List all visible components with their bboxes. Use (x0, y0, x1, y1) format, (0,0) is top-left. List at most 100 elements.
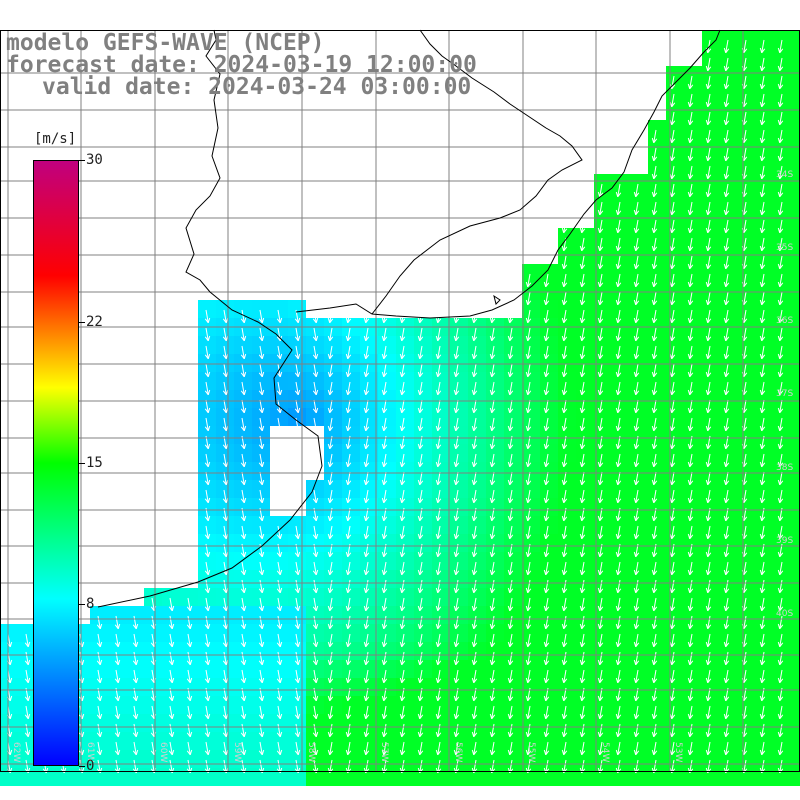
wind-arrow (579, 723, 586, 738)
wind-cell (216, 372, 234, 390)
wind-arrow (759, 417, 766, 432)
wind-cell (612, 570, 630, 588)
wind-arrow (417, 453, 424, 468)
wind-arrow (723, 579, 730, 594)
wind-arrow (345, 741, 352, 756)
wind-arrow (132, 615, 139, 630)
wind-arrow (525, 273, 532, 288)
title-valid-date: valid date: 2024-03-24 03:00:00 (42, 74, 472, 100)
wind-cell (702, 174, 720, 192)
wind-arrow (705, 147, 712, 162)
wind-cell (684, 588, 702, 606)
wind-arrow (489, 669, 496, 684)
wind-arrow (561, 399, 568, 414)
wind-arrow (363, 399, 370, 414)
lat-lon-grid (0, 30, 800, 772)
wind-arrow (294, 561, 301, 576)
wind-cell (450, 516, 468, 534)
wind-arrow (615, 237, 622, 252)
wind-cell (702, 264, 720, 282)
wind-arrow (24, 723, 31, 738)
wind-arrow (561, 741, 568, 756)
wind-cell (612, 426, 630, 444)
colorbar-tick-mark (79, 463, 85, 464)
wind-arrow (453, 327, 460, 342)
wind-arrow (669, 705, 676, 720)
wind-arrow (327, 579, 334, 594)
wind-arrow (186, 759, 193, 774)
wind-arrow (240, 381, 247, 396)
wind-cell (306, 624, 324, 642)
wind-arrow (777, 471, 784, 486)
wind-arrow (777, 399, 784, 414)
wind-arrow (723, 705, 730, 720)
wind-cell (792, 696, 800, 714)
wind-cell (522, 588, 540, 606)
wind-cell (342, 606, 360, 624)
wind-arrow (294, 741, 301, 756)
wind-cell (756, 552, 774, 570)
wind-cell (378, 354, 396, 372)
wind-cell (648, 390, 666, 408)
wind-cell (756, 768, 774, 786)
wind-arrow (276, 669, 283, 684)
wind-cell (486, 336, 504, 354)
wind-cell (450, 588, 468, 606)
wind-arrow (687, 255, 694, 270)
wind-cell (792, 30, 800, 48)
wind-cell (396, 768, 414, 786)
wind-arrow (687, 633, 694, 648)
wind-arrow (705, 561, 712, 576)
wind-arrow (222, 471, 229, 486)
wind-arrow (723, 633, 730, 648)
latitude-label: 37S (776, 389, 793, 399)
wind-cell (720, 66, 738, 84)
wind-cell (504, 678, 522, 696)
wind-arrow (723, 75, 730, 90)
wind-arrow (669, 669, 676, 684)
wind-arrow (777, 129, 784, 144)
wind-arrow (669, 453, 676, 468)
wind-cell (252, 696, 270, 714)
wind-arrow (561, 579, 568, 594)
wind-cell (576, 732, 594, 750)
wind-cell (576, 408, 594, 426)
wind-arrow (651, 471, 658, 486)
wind-arrow (561, 255, 568, 270)
wind-arrow (381, 579, 388, 594)
wind-cell (666, 66, 684, 84)
wind-arrow (471, 723, 478, 738)
wind-arrow (276, 579, 283, 594)
wind-cell (108, 624, 126, 642)
wind-cell (522, 354, 540, 372)
wind-cell (576, 624, 594, 642)
wind-arrows (6, 39, 784, 774)
wind-cell (540, 408, 558, 426)
wind-cell (738, 84, 756, 102)
wind-cell (738, 426, 756, 444)
wind-cell (198, 426, 216, 444)
wind-cell (738, 678, 756, 696)
wind-arrow (759, 237, 766, 252)
wind-cell (396, 354, 414, 372)
wind-cell (594, 390, 612, 408)
wind-cell (738, 372, 756, 390)
wind-arrow (633, 201, 640, 216)
wind-arrow (240, 525, 247, 540)
wind-cell (432, 372, 450, 390)
wind-cell (270, 768, 288, 786)
wind-arrow (204, 309, 211, 324)
wind-cell (108, 696, 126, 714)
wind-cell (504, 390, 522, 408)
wind-cell (378, 444, 396, 462)
wind-arrow (381, 489, 388, 504)
wind-arrow (543, 417, 550, 432)
wind-cell (450, 534, 468, 552)
wind-arrow (777, 219, 784, 234)
wind-cell (594, 192, 612, 210)
wind-cell (666, 696, 684, 714)
wind-arrow (651, 363, 658, 378)
wind-cell (522, 480, 540, 498)
wind-cell (450, 390, 468, 408)
wind-arrow (381, 741, 388, 756)
